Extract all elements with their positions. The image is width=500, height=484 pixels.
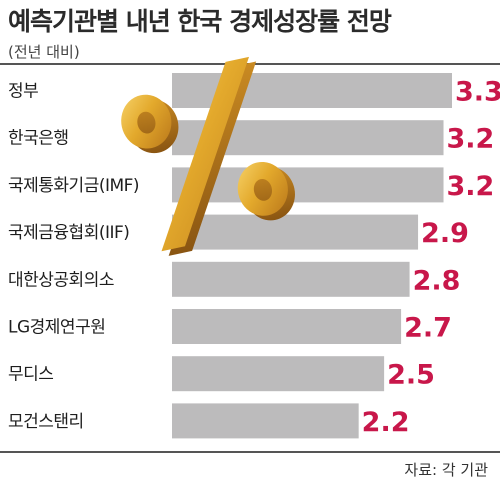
- category-label: 국제통화기금(IMF): [8, 176, 139, 196]
- value-label: 2.7: [404, 313, 452, 344]
- category-label: 무디스: [8, 365, 53, 385]
- chart-subtitle: (전년 대비): [8, 43, 80, 61]
- category-label: LG경제연구원: [8, 318, 105, 338]
- value-label: 3.3: [455, 77, 500, 108]
- bar-7: [172, 403, 359, 439]
- category-label: 한국은행: [8, 129, 69, 149]
- bar-3: [172, 214, 419, 250]
- value-label: 3.2: [447, 124, 495, 155]
- category-label: 대한상공회의소: [8, 270, 114, 290]
- value-label: 2.8: [413, 265, 461, 296]
- source-note: 자료: 각 기관: [404, 461, 488, 479]
- value-label: 2.2: [362, 407, 410, 438]
- value-label: 2.9: [421, 218, 469, 249]
- value-label: 2.5: [387, 360, 435, 391]
- chart-title: 예측기관별 내년 한국 경제성장률 전망: [8, 7, 392, 36]
- bottom-divider: [0, 451, 500, 453]
- value-label: 3.2: [447, 171, 495, 202]
- category-label: 국제금융협회(IIF): [8, 223, 129, 243]
- percent-symbol-decoration: [121, 56, 295, 256]
- bar-6: [172, 356, 385, 392]
- category-label: 정부: [8, 82, 38, 102]
- percent-icon: [121, 56, 295, 256]
- bar-4: [172, 261, 410, 297]
- category-label: 모건스탠리: [8, 412, 84, 432]
- bar-5: [172, 309, 402, 344]
